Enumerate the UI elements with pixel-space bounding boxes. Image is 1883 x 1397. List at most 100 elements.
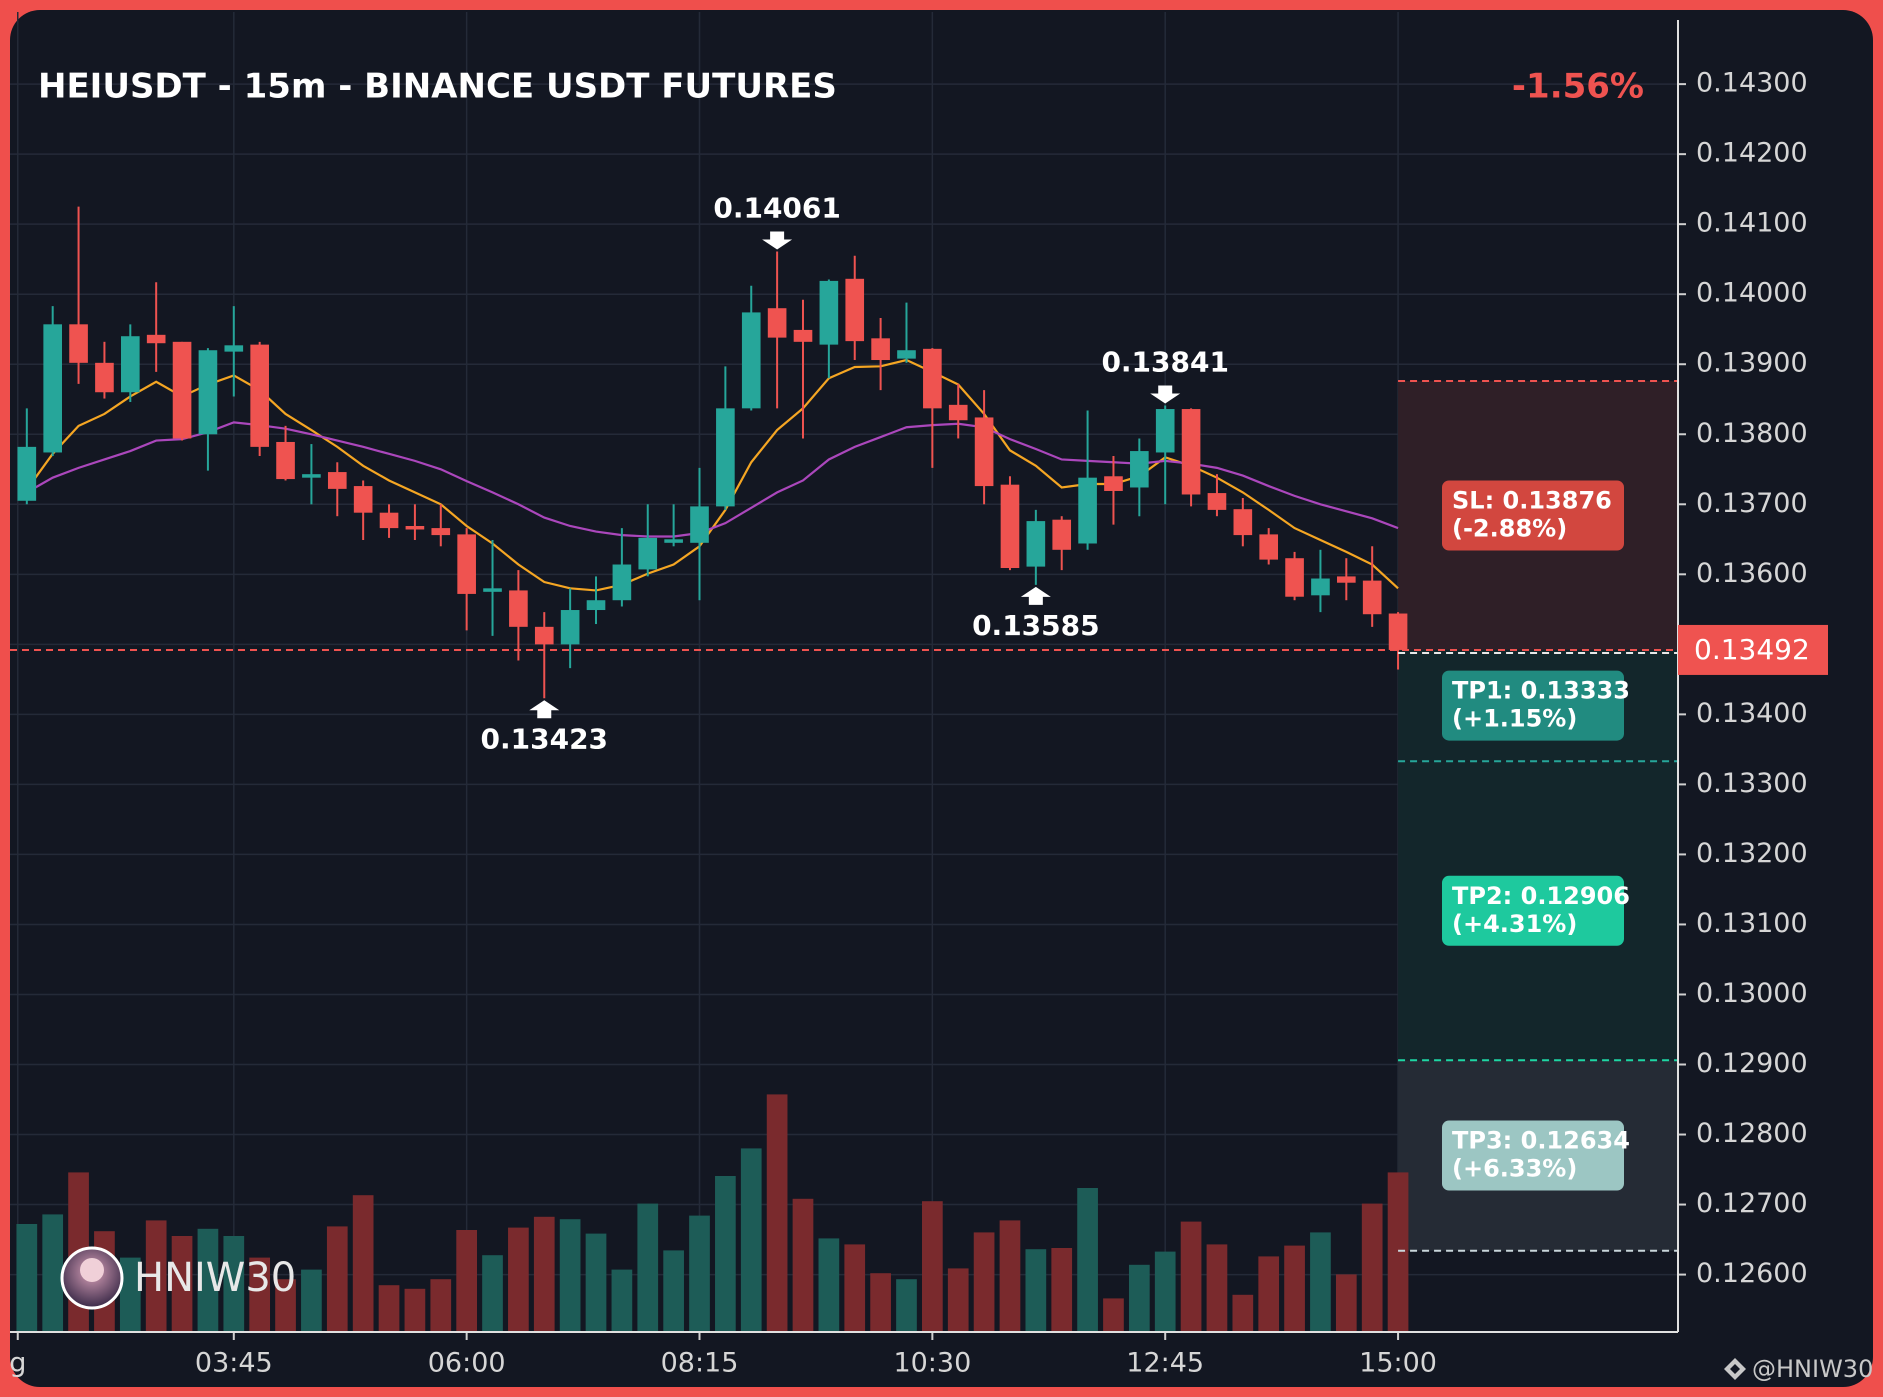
candle-body: [767, 308, 787, 338]
change-label: -1.56%: [1512, 67, 1644, 107]
candle-body: [457, 534, 476, 594]
volume-bar: [715, 1176, 736, 1332]
annotation-label: 0.14061: [713, 191, 841, 224]
volume-bar: [844, 1244, 866, 1332]
volume-bar: [1361, 1203, 1383, 1332]
y-tick-label: 0.13700: [1696, 488, 1808, 519]
level-label: SL: 0.13876: [1452, 486, 1612, 514]
volume-bar: [689, 1215, 710, 1332]
annotation-arrow: [1150, 385, 1181, 404]
volume-bar: [637, 1203, 659, 1332]
volume-bar: [378, 1285, 400, 1332]
volume-bar: [740, 1148, 762, 1332]
y-tick-label: 0.14000: [1696, 278, 1808, 309]
candle-body: [612, 564, 632, 601]
y-tick-label: 0.12600: [1696, 1258, 1808, 1289]
candle-body: [664, 539, 683, 543]
candle-body: [897, 350, 916, 359]
price-tag: [1678, 624, 1828, 675]
candle-body: [172, 341, 192, 439]
level-label: TP1: 0.13333: [1452, 677, 1630, 705]
chart-title: HEIUSDT - 15m - BINANCE USDT FUTURES: [38, 67, 837, 107]
volume-bar: [999, 1220, 1021, 1332]
candle-body: [923, 348, 942, 409]
candle-body: [379, 512, 399, 529]
candle-body: [1052, 519, 1072, 550]
level-box: [1442, 480, 1624, 551]
y-tick-label: 0.12800: [1696, 1118, 1808, 1149]
level-box: [1442, 875, 1624, 946]
y-tick-label: 0.14200: [1696, 138, 1808, 169]
candle-body: [1078, 477, 1097, 544]
annotation-label: 0.13423: [481, 722, 609, 755]
volume-bar: [818, 1238, 840, 1332]
y-tick-label: 0.14300: [1696, 68, 1808, 99]
y-tick-label: 0.14100: [1696, 208, 1808, 239]
candle-body: [250, 344, 269, 447]
candle-body: [560, 610, 580, 645]
plot-layer: 0.12600 0.12700 0.12800 0.12900 0.13000 0.131…: [9, 12, 1828, 1379]
level-change: (-2.88%): [1452, 514, 1567, 542]
candle-body: [974, 417, 994, 487]
y-tick-label: 0.13900: [1696, 348, 1808, 379]
volume-bar: [1025, 1249, 1047, 1332]
candle-body: [69, 324, 88, 363]
watermark-text: HNIW30: [134, 1255, 296, 1301]
candle-body: [405, 525, 425, 530]
candle-body: [353, 486, 373, 513]
volume-bar: [896, 1279, 917, 1332]
candle-body: [1181, 409, 1201, 495]
annotation-arrow: [529, 700, 560, 719]
candle-body: [1311, 578, 1330, 596]
candle-body: [483, 588, 502, 592]
volume-bar: [16, 1224, 38, 1332]
candle-body: [1233, 509, 1253, 536]
candle-body: [793, 329, 813, 342]
volume-bar: [1180, 1221, 1202, 1332]
candle-body: [638, 537, 658, 570]
volume-bar: [42, 1214, 64, 1332]
level-change: (+4.31%): [1452, 910, 1577, 938]
volume-bar: [1387, 1172, 1409, 1332]
candle-body: [1362, 580, 1382, 615]
candle-body: [1207, 493, 1227, 510]
candle-body: [819, 280, 839, 345]
volume-bar: [559, 1219, 581, 1332]
credit-text: @HNIW30: [1752, 1355, 1873, 1383]
candle-body: [17, 446, 37, 501]
volume-bar: [275, 1279, 296, 1332]
candle-body: [871, 338, 890, 361]
volume-bar: [585, 1233, 607, 1332]
plot-area: [10, 12, 1678, 1332]
candle-body: [1337, 576, 1356, 583]
candle-body: [716, 408, 735, 507]
x-tick-label: 10:30: [893, 1348, 971, 1379]
volume-bar: [792, 1198, 814, 1332]
candle-body: [120, 336, 140, 393]
volume-bar: [766, 1094, 788, 1332]
candle-body: [276, 441, 295, 480]
volume-bar: [1335, 1274, 1357, 1332]
candle-body: [1388, 613, 1408, 650]
candle-body: [1130, 451, 1149, 488]
x-tick-label: 03:45: [195, 1348, 273, 1379]
volume-bar: [1051, 1248, 1073, 1332]
x-tick-label: 08:15: [661, 1348, 739, 1379]
candle-body: [948, 404, 968, 421]
avatar-face: [80, 1258, 104, 1282]
volume-bar: [1284, 1245, 1305, 1332]
candle-body: [431, 528, 451, 536]
candle-body: [1285, 558, 1304, 597]
y-tick-label: 0.13400: [1696, 698, 1808, 729]
candle-body: [741, 312, 761, 409]
volume-bar: [119, 1257, 141, 1332]
level-label: TP2: 0.12906: [1452, 882, 1630, 910]
volume-bar: [1128, 1264, 1150, 1332]
volume-bar: [430, 1279, 452, 1332]
volume-bar: [870, 1273, 891, 1332]
candle-body: [43, 324, 63, 453]
credit-icon: [1724, 1358, 1746, 1380]
volume-bar: [404, 1288, 426, 1332]
level-label: TP3: 0.12634: [1452, 1127, 1630, 1155]
